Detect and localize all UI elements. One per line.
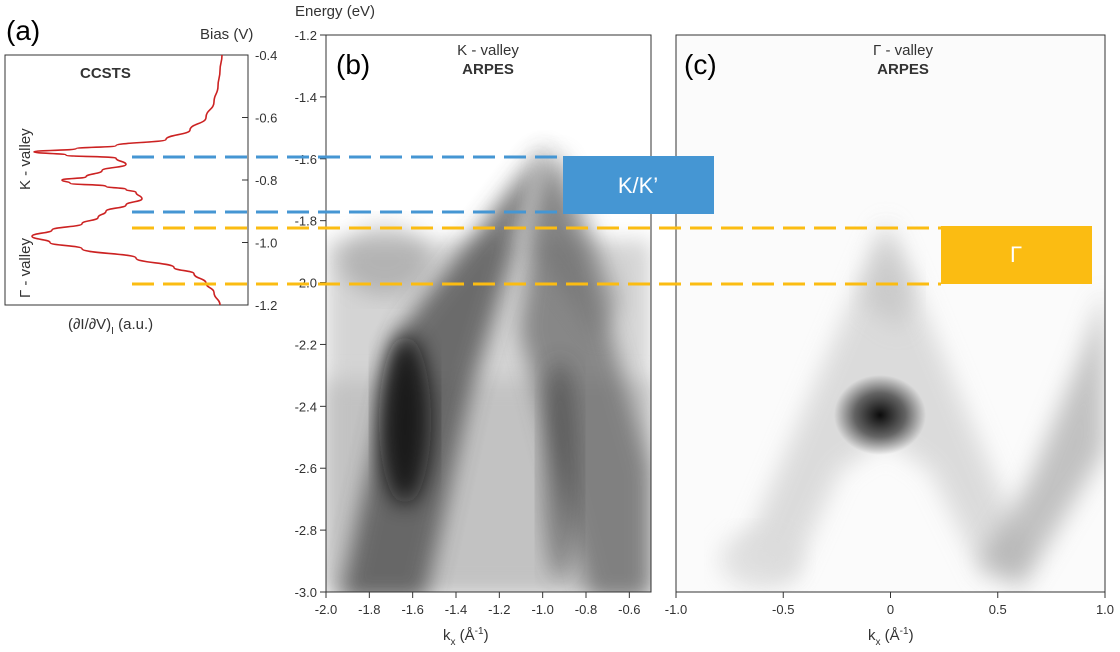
panel-b-x-ticks: -2.0 -1.8 -1.6 -1.4 -1.2 -1.0 -0.8 -0.6 [315,592,641,617]
gamma-box [941,226,1092,284]
panel-b-xlabel-unit: (Å [456,627,475,644]
panel-c-xtick-label: 1.0 [1096,602,1114,617]
panel-b-xtick-label: -1.4 [445,602,467,617]
panel-c-xlabel-unit: (Å [881,627,900,644]
panel-c-xlabel-close: ) [909,627,914,644]
panel-a-region-upper: K - valley [17,128,34,190]
panel-b-frame [325,34,652,593]
panel-b-xlabel-exp: -1 [475,626,484,637]
panel-a-ytick-label: -0.8 [255,173,277,188]
panel-b-xlabel: kx (Å-1) [443,626,489,648]
shared-energy-axis-label: Energy (eV) [295,3,375,20]
panel-b-ytick-label: -1.6 [295,152,317,167]
panel-b-xlabel-sub: x [451,637,456,648]
panel-a-xlabel: (∂I/∂V)I (a.u.) [68,316,153,337]
panel-c-xtick-label: 0.5 [989,602,1007,617]
panel-a-ytick-label: -1.0 [255,236,277,251]
panel-c-xlabel-exp: -1 [900,626,909,637]
panel-b-subtitle: ARPES [462,61,514,78]
panel-c-xtick-label: 0 [887,602,894,617]
panel-a-xlabel-unit: (a.u.) [114,316,153,333]
panel-b-xlabel-close: ) [484,627,489,644]
panel-a-dIdV-curve [31,54,223,306]
panel-b-heatmap [326,35,651,592]
panel-b-letter: (b) [336,49,370,80]
panel-a-ylabel: Bias (V) [200,26,253,43]
panel-a-frame [4,54,249,306]
panel-c-xlabel-main: k [868,627,876,644]
panel-b-ytick-label: -2.4 [295,399,317,414]
panel-c-subtitle: ARPES [877,61,929,78]
panel-b-ytick-label: -1.8 [295,214,317,229]
panel-b-ytick-label: -2.2 [295,337,317,352]
kk-box-label: K/K’ [618,173,658,198]
panel-b-xtick-label: -1.0 [531,602,553,617]
panel-a-letter: (a) [6,15,40,46]
panel-b-xtick-label: -2.0 [315,602,337,617]
panel-b-xtick-label: -1.6 [401,602,423,617]
panel-c-heatmap [676,35,1105,592]
panel-b-ytick-label: -2.6 [295,461,317,476]
panel-a-y-ticks: -0.4 -0.6 -0.8 -1.0 -1.2 [242,48,277,313]
panel-b-y-ticks: -1.2-1.4-1.6-1.8-2.0-2.2-2.4-2.6-2.8-3.0 [295,28,326,600]
panel-b-xtick-label: -1.8 [358,602,380,617]
panel-c-xtick-label: -0.5 [772,602,794,617]
gamma-box-label: Γ [1010,242,1022,267]
panel-a-xlabel-sub: I [111,326,114,337]
panel-a-ytick-label: -0.4 [255,48,277,63]
panel-a-ytick-label: -0.6 [255,111,277,126]
panel-a-title: CCSTS [80,65,131,82]
panel-b-ytick-label: -2.8 [295,523,317,538]
panel-c-xlabel-sub: x [876,637,881,648]
panel-c-title: Γ - valley [873,42,933,59]
panel-a-xlabel-main: (∂I/∂V) [68,316,111,333]
panel-c-xlabel: kx (Å-1) [868,626,914,648]
panel-b-ytick-label: -1.4 [295,90,317,105]
panel-b-ytick-label: -3.0 [295,585,317,600]
panel-a-region-lower: Γ - valley [17,238,34,298]
panel-c-x-ticks: -1.0 -0.5 0 0.5 1.0 [665,592,1114,617]
panel-c-letter: (c) [684,49,717,80]
panel-b-ytick-label: -1.2 [295,28,317,43]
panel-b-xtick-label: -0.8 [575,602,597,617]
panel-b-xlabel-main: k [443,627,451,644]
panel-c-xtick-label: -1.0 [665,602,687,617]
panel-b-xtick-label: -0.6 [618,602,640,617]
kk-box [563,156,714,214]
panel-b-xtick-label: -1.2 [488,602,510,617]
panel-a-ytick-label: -1.2 [255,298,277,313]
panel-b-title: K - valley [457,42,519,59]
